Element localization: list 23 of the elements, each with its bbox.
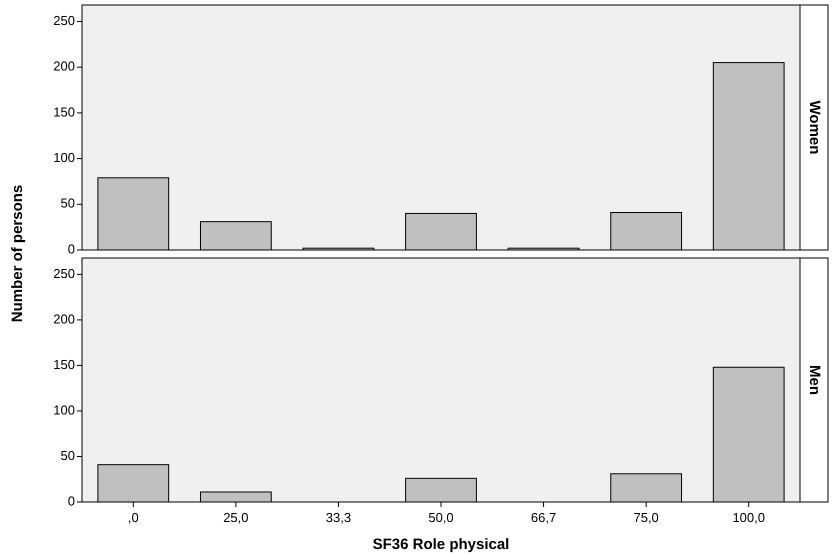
x-tick-label: 50,0 [428, 510, 454, 525]
text: Men [806, 365, 824, 395]
y-tick-label: 250 [53, 12, 75, 28]
y-tick-label: 250 [53, 266, 75, 281]
y-tick-label: 0 [68, 241, 75, 256]
y-tick-label: 100 [53, 150, 75, 166]
y-tick-label: 50 [60, 196, 75, 211]
x-tick-label: 100,0 [732, 510, 765, 525]
y-tick-label: 50 [60, 448, 75, 463]
y-tick-label: 200 [53, 58, 75, 74]
y-tick-label: 150 [53, 356, 75, 372]
x-tick-label: 75,0 [633, 510, 659, 525]
y-tick-label: 100 [53, 402, 75, 418]
y-tick-label: 150 [53, 104, 75, 120]
text: Women [806, 100, 824, 154]
x-tick-label: ,0 [128, 510, 139, 525]
x-tick-label: 33,3 [326, 510, 352, 525]
x-tick-label: 25,0 [223, 510, 249, 525]
x-tick-label: 66,7 [530, 510, 556, 525]
y-tick-label: 200 [53, 311, 75, 326]
y-axis-title: Number of persons [9, 184, 26, 322]
y-tick-label: 0 [68, 493, 75, 508]
x-axis-title: SF36 Role physical [372, 536, 510, 553]
